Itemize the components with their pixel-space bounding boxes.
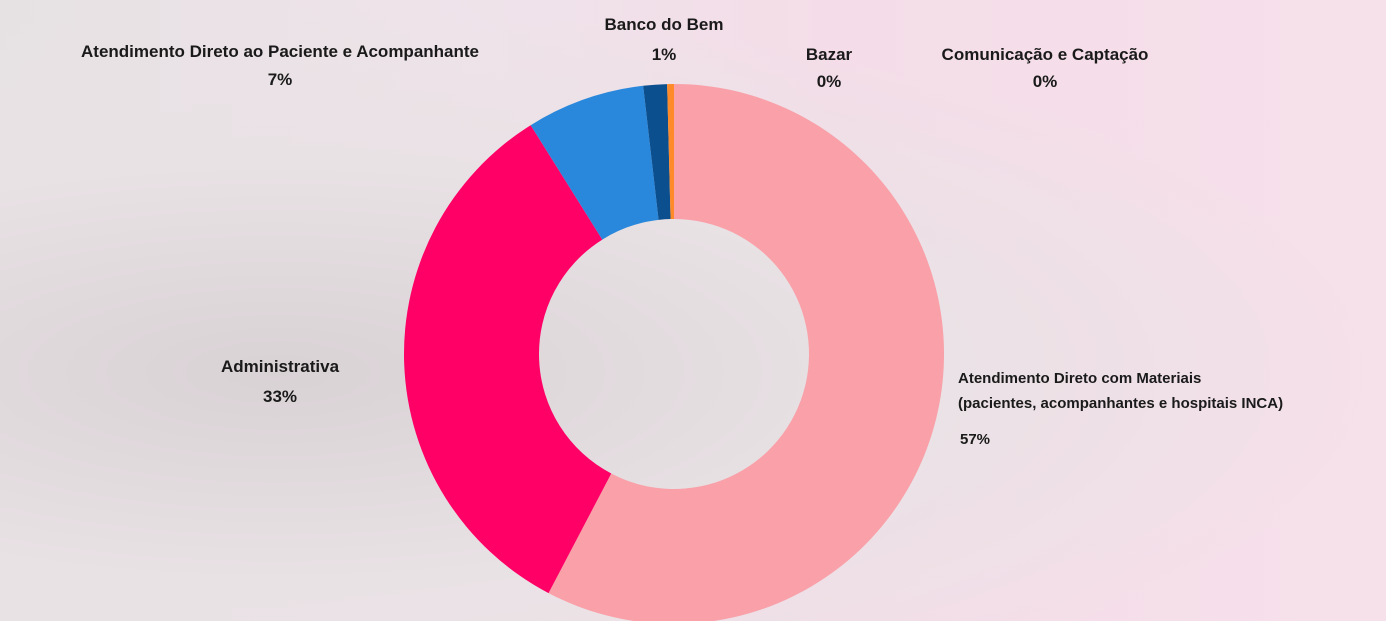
slice-label: Bazar [805,45,853,64]
donut-slice [548,84,944,621]
value-label: 57% [960,431,991,448]
slice-label: Atendimento Direto com Materiais (pacien… [958,370,1284,412]
value-label: 1% [651,45,677,64]
slice-label: Comunicação e Captação [941,45,1149,64]
value-label: 33% [262,387,298,406]
slice-label: Atendimento Direto ao Paciente e Acompan… [81,42,479,61]
value-label: 0% [816,72,842,91]
slice-label: Administrativa [220,357,340,376]
donut-slice [530,85,659,240]
donut-slice [667,84,674,220]
donut-slice [403,125,612,594]
slice-label: Banco do Bem [604,15,724,34]
donut-slice [643,84,671,220]
value-label: 0% [1032,72,1058,91]
value-label: 7% [267,70,293,89]
